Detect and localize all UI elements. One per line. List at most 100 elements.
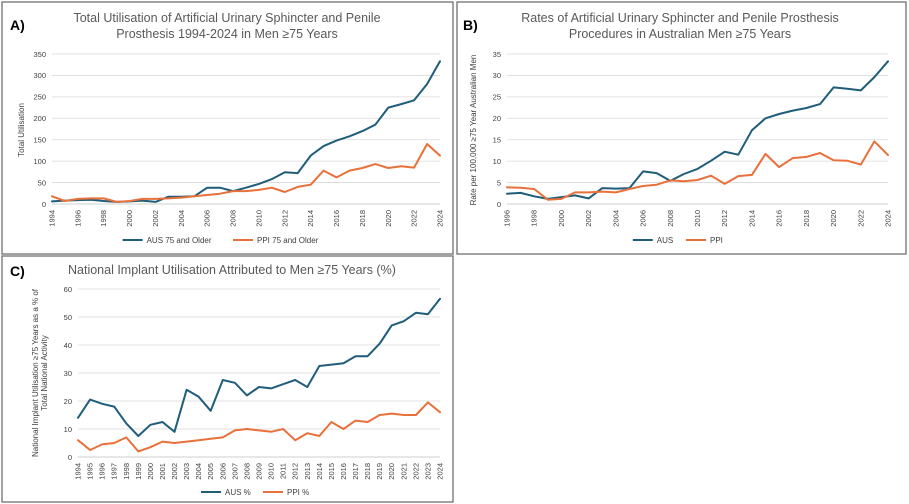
panel-a-x-tick-label: 2008 bbox=[229, 210, 238, 227]
panel-b-series-line-aus bbox=[506, 60, 889, 200]
panel-c-x-tick-label: 2023 bbox=[423, 463, 432, 480]
panel-b-x-tick-label: 2018 bbox=[802, 210, 811, 227]
panel-c-x-tick-label: 2004 bbox=[194, 463, 203, 480]
panel-a-plot: 0 50 100 150 200 250 300 350 1994 1996 1998 2000 200… bbox=[33, 50, 444, 245]
panel-c-y-tick-label: 20 bbox=[64, 397, 72, 406]
panel-b-x-tick-label: 2020 bbox=[829, 210, 838, 227]
panel-c-series-line-aus bbox=[77, 297, 441, 437]
panel-c-x-tick-label: 1995 bbox=[86, 463, 95, 480]
panel-a-x-tick-label: 1998 bbox=[99, 210, 108, 227]
panel-c-y-axis-label-line-1: National Implant Utilisation ≥75 Years a… bbox=[31, 288, 40, 457]
panel-c-x-tick-label: 1994 bbox=[74, 463, 83, 480]
panel-a-x-tick-label: 2002 bbox=[151, 210, 160, 227]
panel-c-x-tick-label: 2009 bbox=[255, 463, 264, 480]
panel-c-x-tick-label: 1999 bbox=[134, 463, 143, 480]
panel-c-y-axis-label-line-2: Total National Activity bbox=[40, 335, 49, 411]
panel-b-x-tick-label: 2004 bbox=[611, 210, 620, 227]
panel-a-series-line-ppi bbox=[51, 143, 441, 203]
panel-c-x-tick-label: 2006 bbox=[218, 463, 227, 480]
panel-a-x-tick-label: 2000 bbox=[125, 210, 134, 227]
panel-c-x-tick-label: 2019 bbox=[375, 463, 384, 480]
panel-a-x-tick-label: 1994 bbox=[48, 210, 57, 227]
panel-a-y-tick-label: 0 bbox=[42, 200, 46, 209]
panel-b-x-tick-label: 2000 bbox=[557, 210, 566, 227]
panel-a-y-tick-label: 50 bbox=[38, 178, 46, 187]
panel-a-x-tick-label: 2004 bbox=[177, 210, 186, 227]
panel-c-y-tick-label: 10 bbox=[64, 425, 72, 434]
panel-c-x-tick-label: 2000 bbox=[146, 463, 155, 480]
panel-b-y-axis-label: Rate per 100,000 ≥75 Year Australian Men bbox=[469, 55, 478, 206]
panel-c-x-tick-label: 2013 bbox=[303, 463, 312, 480]
panel-a-x-tick-label: 2020 bbox=[384, 210, 393, 227]
panel-a-x-tick-label: 2022 bbox=[410, 210, 419, 227]
panel-b-letter: B) bbox=[463, 17, 478, 33]
panel-b-x-tick-label: 2012 bbox=[720, 210, 729, 227]
panel-a-y-tick-label: 350 bbox=[33, 50, 46, 59]
panel-a-y-tick-label: 200 bbox=[33, 114, 46, 123]
panel-a-x-tick-label: 2018 bbox=[358, 210, 367, 227]
panel-c-x-tick-label: 1998 bbox=[122, 463, 131, 480]
panel-a-legend-label-ppi: PPI 75 and Older bbox=[257, 236, 319, 245]
panel-b-title-line-2: Procedures in Australian Men ≥75 Years bbox=[569, 27, 791, 41]
panel-b-x-tick-label: 1996 bbox=[503, 210, 512, 227]
panel-a-y-tick-label: 100 bbox=[33, 157, 46, 166]
panel-b-y-tick-label: 0 bbox=[497, 200, 501, 209]
panel-a-x-tick-label: 2024 bbox=[436, 210, 445, 227]
panel-b-y-tick-label: 5 bbox=[497, 178, 501, 187]
panel-c-x-tick-label: 2001 bbox=[158, 463, 167, 480]
panel-b-y-tick-label: 20 bbox=[493, 114, 501, 123]
panel-b-y-tick-label: 15 bbox=[493, 136, 501, 145]
panel-c-x-tick-label: 2021 bbox=[399, 463, 408, 480]
panel-c-x-tick-label: 2005 bbox=[206, 463, 215, 480]
panel-a-x-tick-label: 2010 bbox=[254, 210, 263, 227]
panel-c-x-tick-label: 2015 bbox=[327, 463, 336, 480]
panel-c-x-tick-label: 1996 bbox=[98, 463, 107, 480]
panel-b-x-tick-label: 2010 bbox=[693, 210, 702, 227]
panel-a-letter: A) bbox=[10, 17, 25, 33]
panel-c-x-tick-label: 2020 bbox=[387, 463, 396, 480]
panel-c-x-tick-label: 2003 bbox=[182, 463, 191, 480]
panel-b-y-tick-label: 25 bbox=[493, 93, 501, 102]
panel-c-x-tick-label: 2022 bbox=[411, 463, 420, 480]
panel-c-y-tick-label: 0 bbox=[68, 453, 72, 462]
panel-b-y-tick-label: 35 bbox=[493, 50, 501, 59]
panel-b-y-tick-label: 10 bbox=[493, 157, 501, 166]
panel-c-title: National Implant Utilisation Attributed … bbox=[68, 263, 396, 277]
panel-b-x-tick-label: 2014 bbox=[747, 210, 756, 227]
panel-b-x-tick-label: 2024 bbox=[884, 210, 893, 227]
panel-c-y-tick-label: 40 bbox=[64, 341, 72, 350]
panel-b-plot: 0 5 10 15 20 25 30 35 1996 1998 2000 2002 2004 2006 20… bbox=[493, 50, 893, 245]
panel-c-x-tick-label: 2014 bbox=[315, 463, 324, 480]
panel-c-x-tick-label: 2010 bbox=[267, 463, 276, 480]
panel-c-x-tick-label: 2007 bbox=[230, 463, 239, 480]
panel-c-x-tick-label: 2018 bbox=[363, 463, 372, 480]
panel-b-legend-label-ppi: PPI bbox=[710, 236, 723, 245]
panel-c-x-tick-label: 2017 bbox=[351, 463, 360, 480]
panel-b-title-line-1: Rates of Artificial Urinary Sphincter an… bbox=[521, 11, 839, 25]
panel-a-legend-label-aus: AUS 75 and Older bbox=[147, 236, 212, 245]
panel-b-x-tick-label: 2006 bbox=[639, 210, 648, 227]
panel-c-y-tick-label: 50 bbox=[64, 313, 72, 322]
panel-b-x-tick-label: 2016 bbox=[775, 210, 784, 227]
panel-a-title-line-2: Prosthesis 1994-2024 in Men ≥75 Years bbox=[116, 27, 338, 41]
panel-a-y-tick-label: 250 bbox=[33, 93, 46, 102]
panel-b-series-line-ppi bbox=[506, 140, 889, 201]
panel-c-x-tick-label: 2002 bbox=[170, 463, 179, 480]
panel-a-y-tick-label: 300 bbox=[33, 71, 46, 80]
panel-a-y-axis-label: Total Utilisation bbox=[17, 103, 26, 157]
panel-a-frame bbox=[1, 1, 454, 255]
panel-c-x-tick-label: 2024 bbox=[436, 463, 445, 480]
panel-c-x-tick-label: 1997 bbox=[110, 463, 119, 480]
panel-a-y-tick-label: 150 bbox=[33, 136, 46, 145]
panel-c-frame bbox=[1, 255, 454, 503]
panel-b-x-tick-label: 2022 bbox=[856, 210, 865, 227]
panel-b-x-tick-label: 1998 bbox=[530, 210, 539, 227]
panel-a-x-tick-label: 2006 bbox=[203, 210, 212, 227]
panel-b-legend-label-aus: AUS bbox=[657, 236, 673, 245]
panel-a-x-tick-label: 1996 bbox=[73, 210, 82, 227]
panel-c-y-tick-label: 30 bbox=[64, 369, 72, 378]
panel-c-series-line-ppi bbox=[77, 401, 441, 453]
panel-c-x-tick-label: 2016 bbox=[339, 463, 348, 480]
panel-c-legend-label-aus: AUS % bbox=[225, 488, 251, 497]
